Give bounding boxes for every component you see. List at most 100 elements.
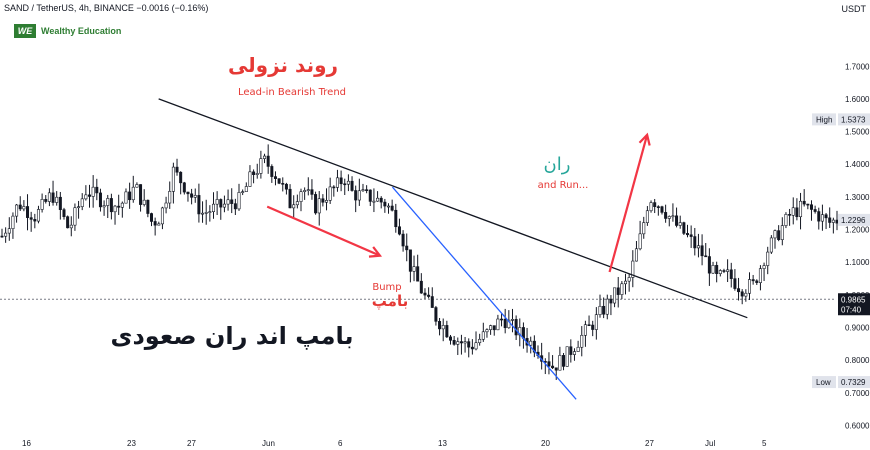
current-price-bg xyxy=(838,293,870,316)
candle-body xyxy=(4,232,8,237)
candle-body xyxy=(149,213,153,222)
candle-body xyxy=(263,155,267,159)
brand-logo: WE Wealthy Education xyxy=(14,24,121,38)
candle-body xyxy=(820,214,824,222)
candle-body xyxy=(405,245,409,251)
candle-body xyxy=(131,186,135,201)
price-tick-label: 0.9000 xyxy=(845,324,870,333)
annotations: روند نزولی Lead-in Bearish Trend ران and Ru… xyxy=(110,53,588,350)
candle-body xyxy=(222,203,226,208)
candle-body xyxy=(788,214,792,216)
candle-body xyxy=(33,219,37,222)
candle-body xyxy=(755,280,759,283)
candle-body xyxy=(339,177,343,185)
candle-body xyxy=(284,183,288,190)
candle-body xyxy=(569,346,573,355)
price-tick-label: 1.3000 xyxy=(845,193,870,202)
candle-body xyxy=(390,205,394,211)
candle-body xyxy=(777,230,781,240)
price-tick-label: 1.4000 xyxy=(845,160,870,169)
candle-body xyxy=(95,186,99,194)
candle-body xyxy=(379,197,383,203)
candle-body xyxy=(448,336,452,341)
candle-body xyxy=(277,178,281,184)
candle-body xyxy=(587,324,591,327)
candle-body xyxy=(726,269,730,272)
candle-body xyxy=(638,233,642,250)
candle-body xyxy=(492,325,496,331)
candle-body xyxy=(55,196,59,203)
candle-body xyxy=(532,340,536,353)
price-tick-label: 1.6000 xyxy=(845,95,870,104)
bump-label: Bump xyxy=(372,282,401,293)
time-tick-label: 5 xyxy=(762,439,767,448)
time-axis[interactable]: 16 23 27 Jun 6 13 20 27 Jul 5 xyxy=(22,439,767,448)
high-price-value: 1.5373 xyxy=(841,115,866,124)
candle-body xyxy=(634,248,638,262)
candle-body xyxy=(580,334,584,348)
candle-body xyxy=(252,171,256,175)
candle-body xyxy=(565,346,569,367)
candle-body xyxy=(412,266,416,272)
bump-arrow xyxy=(266,205,381,257)
candle-body xyxy=(113,205,117,213)
candle-body xyxy=(292,204,296,209)
candle-body xyxy=(273,176,277,179)
candle-body xyxy=(346,180,350,185)
candle-body xyxy=(489,325,493,330)
candle-body xyxy=(696,245,700,249)
candle-body xyxy=(463,341,467,344)
candle-body xyxy=(769,237,773,253)
candle-body xyxy=(751,279,755,282)
candle-body xyxy=(707,256,711,274)
candle-body xyxy=(613,287,617,304)
candle-body xyxy=(624,280,628,285)
candle-body xyxy=(784,214,788,226)
candle-body xyxy=(616,287,620,295)
run-label-fa: ران xyxy=(544,154,571,175)
candle-body xyxy=(40,199,44,210)
candle-body xyxy=(591,324,595,330)
candle-body xyxy=(168,191,172,204)
candle-body xyxy=(430,296,434,308)
time-tick-label: Jun xyxy=(262,439,275,448)
candle-body xyxy=(26,206,30,218)
candle-body xyxy=(29,217,33,220)
candle-body xyxy=(693,236,697,249)
candle-body xyxy=(500,318,504,321)
candle-body xyxy=(237,192,241,210)
price-axis[interactable]: 1.7000 1.6000 1.5000 1.4000 1.3000 1.2000 1.10… xyxy=(812,62,870,430)
trendlines xyxy=(158,98,748,400)
candle-body xyxy=(456,341,460,345)
candle-body xyxy=(295,201,299,206)
candle-body xyxy=(120,202,124,208)
high-price-label: High xyxy=(816,115,832,124)
candle-body xyxy=(722,270,726,272)
candle-body xyxy=(98,192,102,208)
candle-body xyxy=(510,319,514,321)
candle-body xyxy=(478,338,482,344)
candle-body xyxy=(747,279,751,294)
candle-body xyxy=(780,225,784,240)
candle-body xyxy=(102,205,106,208)
candle-body xyxy=(653,202,657,207)
candle-body xyxy=(66,216,70,229)
candle-body xyxy=(598,305,602,316)
high-price-bg xyxy=(838,113,870,126)
candle-body xyxy=(128,191,132,201)
candle-body xyxy=(766,251,770,266)
candle-body xyxy=(387,205,391,208)
candle-body xyxy=(321,198,325,203)
candle-body xyxy=(503,318,507,329)
bump-trendline xyxy=(391,186,577,400)
bump-label-fa: بامپ xyxy=(372,292,408,310)
candle-body xyxy=(204,212,208,214)
candle-body xyxy=(514,319,518,336)
candle-body xyxy=(427,294,431,297)
candle-body xyxy=(605,298,609,315)
candle-body xyxy=(401,233,405,247)
candle-body xyxy=(215,199,219,205)
candle-body xyxy=(452,339,456,345)
current-price-time: 07:40 xyxy=(841,305,862,314)
